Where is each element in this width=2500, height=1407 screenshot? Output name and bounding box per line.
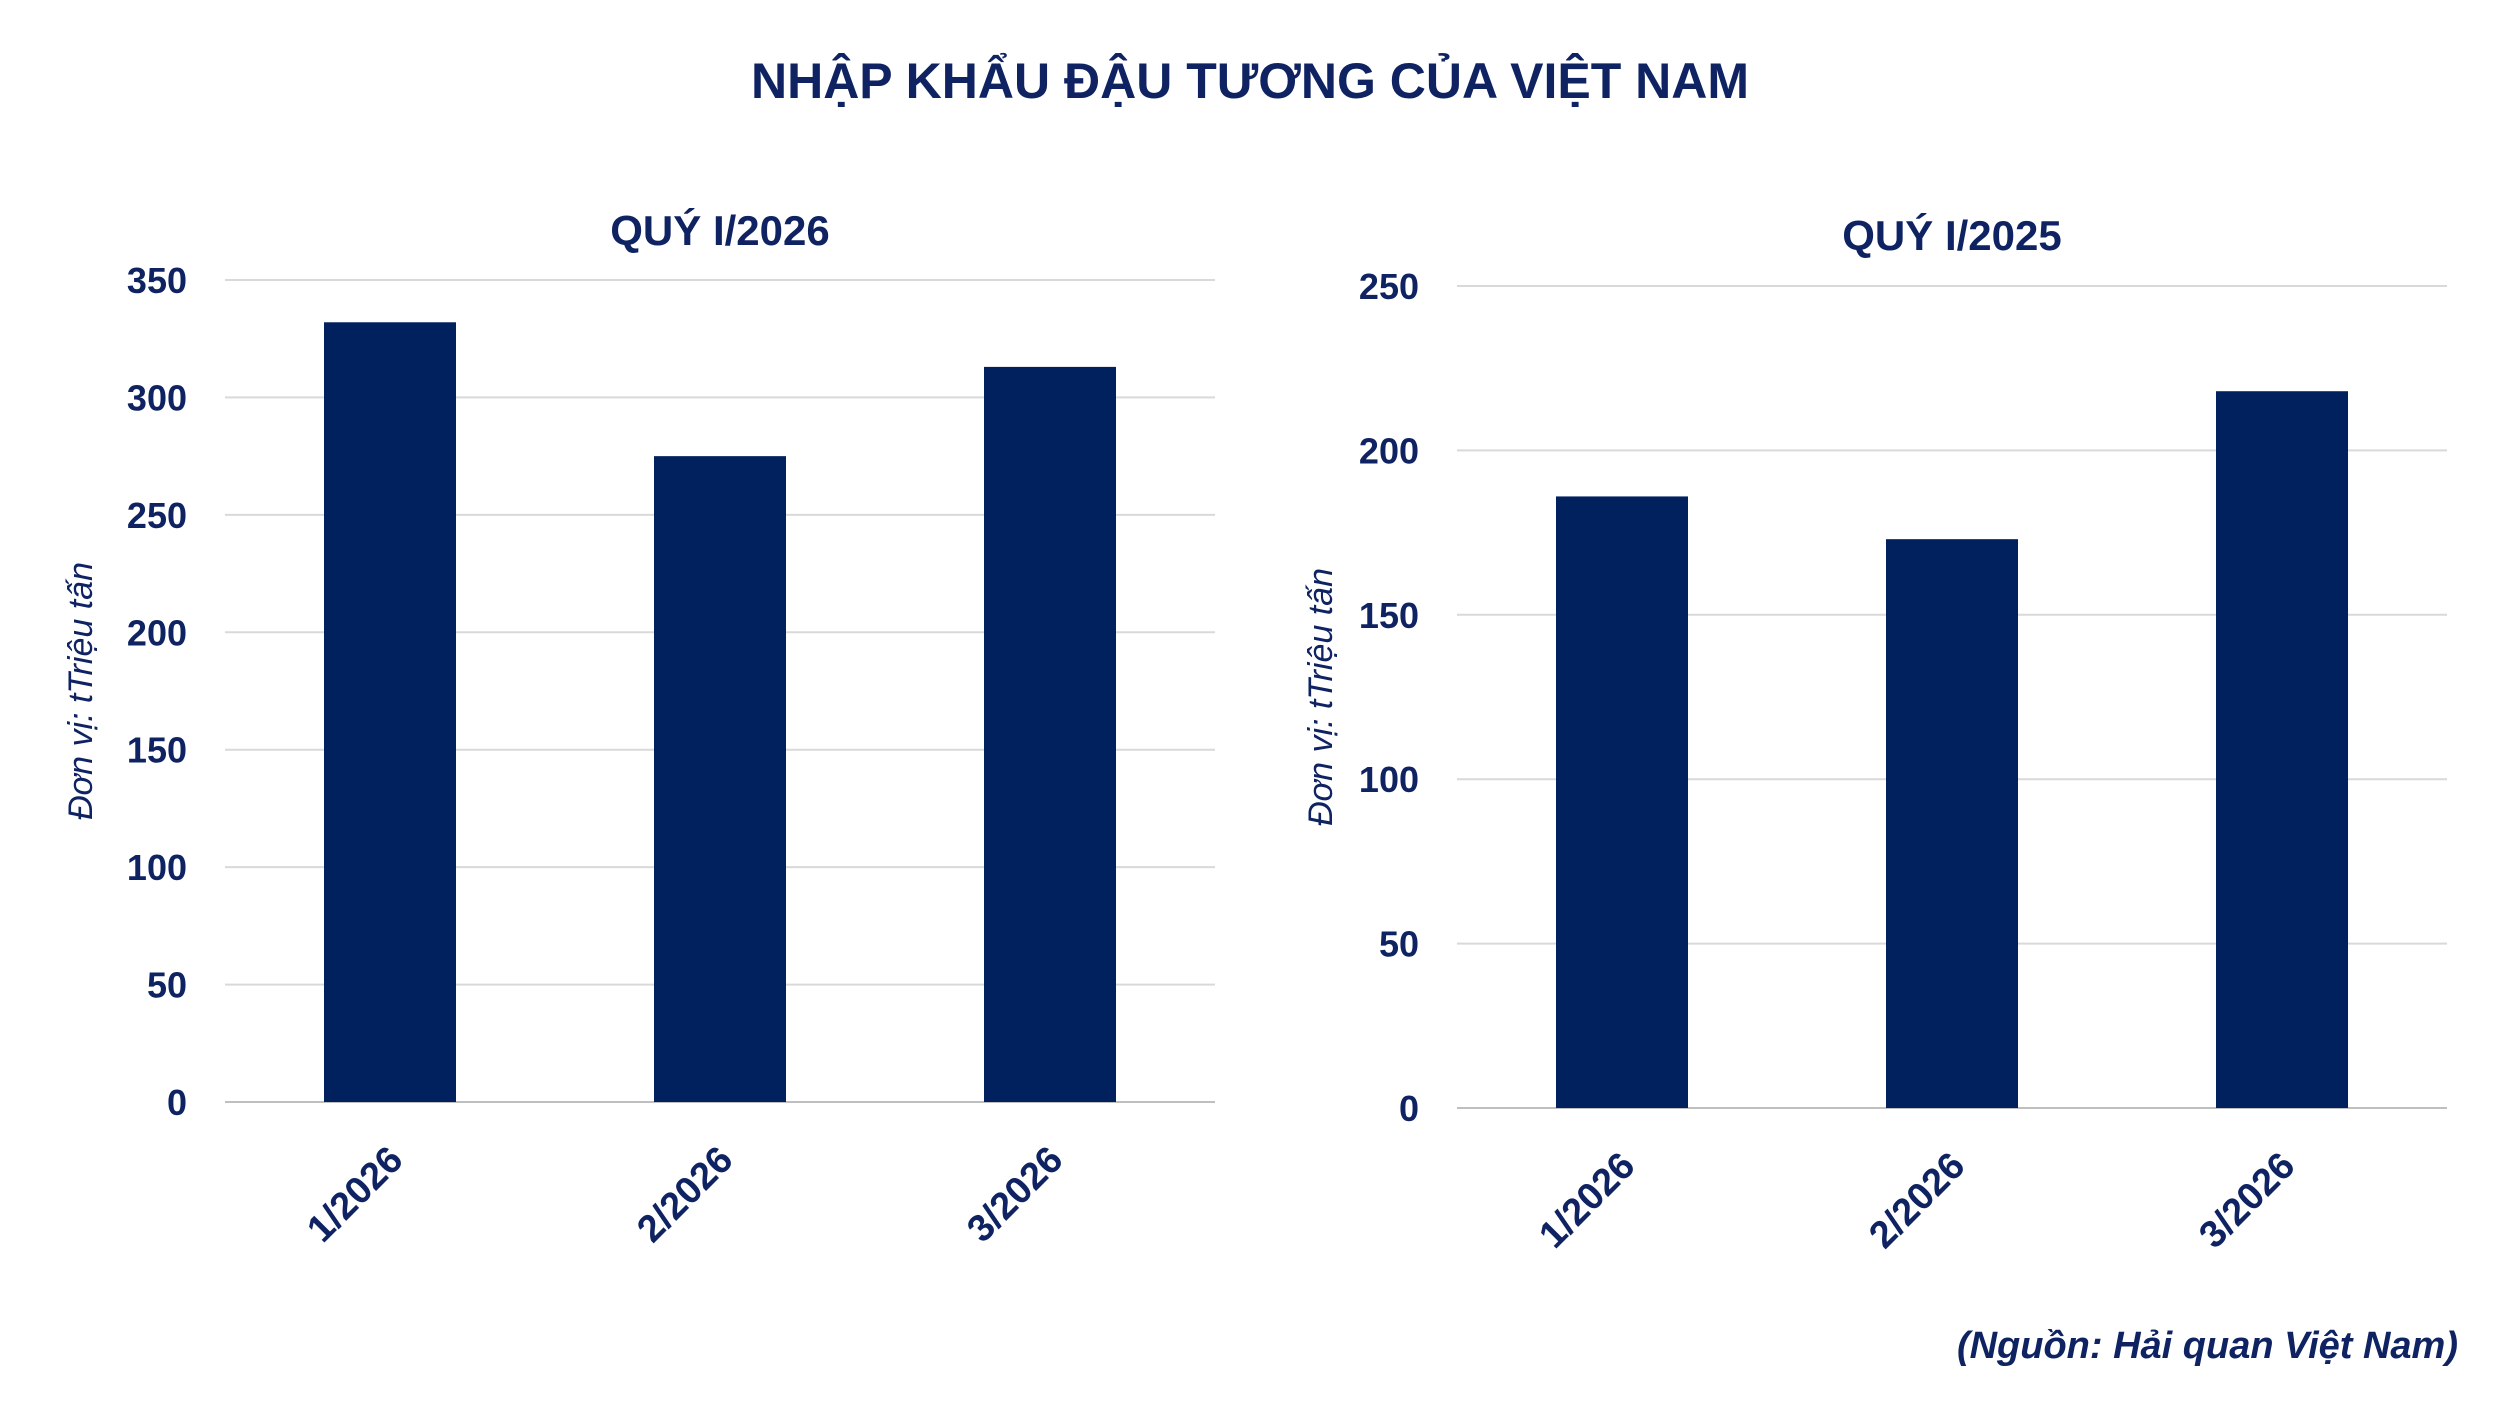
- chart-title: QUÝ I/2025: [1842, 212, 2061, 259]
- chart-panel-q1-2026: QUÝ I/2026 Đơn vị: tTriệu tấn 0 50 100 150 200…: [0, 180, 1250, 1320]
- source-note: (Nguồn: Hải quan Việt Nam): [1956, 1325, 2458, 1367]
- bar-1-2026: [1556, 496, 1688, 1108]
- x-tick-label: 2/2026: [629, 1139, 741, 1251]
- x-tick-label: 1/2026: [299, 1139, 411, 1251]
- y-tick-label: 150: [127, 730, 187, 771]
- y-axis-label: Đơn vị: tTriệu tấn: [1302, 568, 1340, 826]
- y-axis-label: Đơn vị: tTriệu tấn: [62, 562, 100, 820]
- x-tick-label: 2/2026: [1861, 1145, 1973, 1257]
- y-tick-label: 350: [127, 260, 187, 301]
- bar-2-2026: [1886, 539, 2018, 1108]
- bar-1-2026: [324, 322, 456, 1102]
- chart-panel-q1-2025: QUÝ I/2025 Đơn vị: tTriệu tấn 0 50 100 150 200…: [1250, 180, 2500, 1320]
- y-tick-label: 100: [127, 847, 187, 888]
- x-tick-label: 1/2026: [1531, 1145, 1643, 1257]
- y-tick-label: 50: [147, 965, 187, 1006]
- bar-3-2026: [984, 366, 1116, 1102]
- main-title: NHẬP KHẨU ĐẬU TƯƠNG CỦA VIỆT NAM: [750, 53, 1750, 109]
- y-tick-label: 0: [1399, 1088, 1419, 1129]
- chart-q1-2025: QUÝ I/2025 Đơn vị: tTriệu tấn 0 50 100 150 200…: [1302, 212, 2447, 1257]
- y-tick-label: 0: [167, 1082, 187, 1123]
- y-tick-label: 300: [127, 377, 187, 418]
- chart-q1-2026: QUÝ I/2026 Đơn vị: tTriệu tấn 0 50 100 150 200…: [62, 207, 1215, 1251]
- y-tick-label: 200: [127, 612, 187, 653]
- y-tick-label: 250: [1359, 266, 1419, 307]
- bar-2-2026: [654, 456, 786, 1103]
- bar-3-2026: [2216, 391, 2348, 1108]
- y-tick-label: 100: [1359, 759, 1419, 800]
- y-tick-label: 250: [127, 495, 187, 536]
- y-tick-label: 200: [1359, 430, 1419, 471]
- x-tick-label: 3/2026: [2191, 1145, 2303, 1257]
- chart-title: QUÝ I/2026: [610, 207, 829, 254]
- y-tick-label: 150: [1359, 595, 1419, 636]
- x-tick-label: 3/2026: [959, 1139, 1071, 1251]
- y-tick-label: 50: [1379, 924, 1419, 965]
